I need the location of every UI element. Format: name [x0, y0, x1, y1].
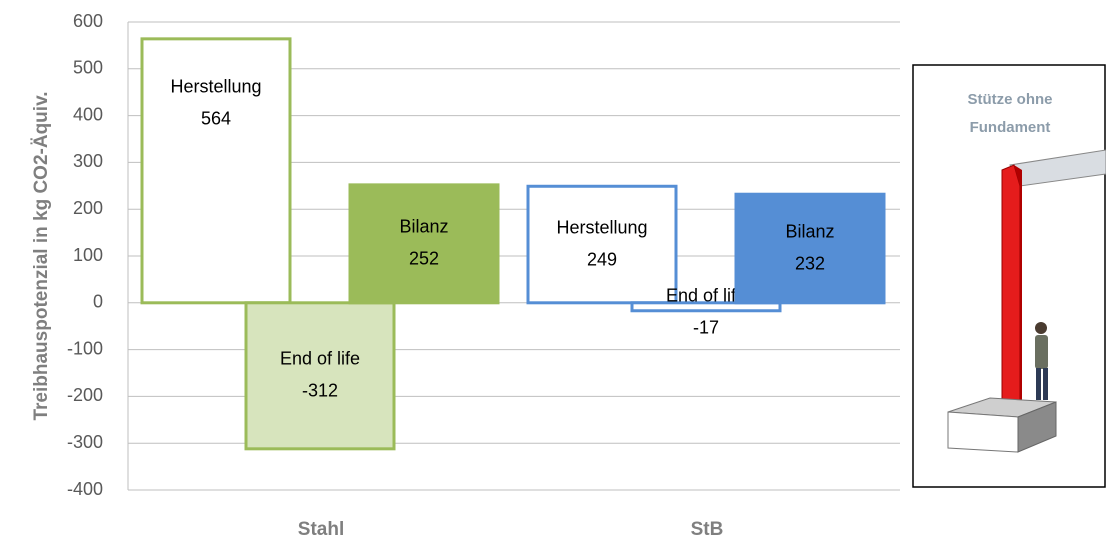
y-tick-label: 200: [73, 198, 103, 218]
data-label: 232: [795, 253, 825, 273]
y-tick-label: -400: [67, 479, 103, 499]
bar: [630, 301, 782, 313]
y-tick-label: 500: [73, 58, 103, 78]
bar: [140, 37, 292, 305]
x-tick-label: Stahl: [298, 519, 344, 540]
y-axis-label: Treibhauspotenzial in kg CO2-Äquiv.: [31, 91, 52, 420]
data-label-name: Bilanz: [785, 221, 834, 241]
data-label: 252: [409, 249, 439, 269]
data-label: 249: [587, 249, 617, 269]
inset-image: Stütze ohne Fundament: [912, 64, 1106, 488]
data-label-name: Herstellung: [170, 77, 261, 97]
bar: [526, 184, 678, 305]
y-tick-label: 300: [73, 151, 103, 171]
y-tick-label: 0: [93, 292, 103, 312]
bar: [734, 192, 886, 305]
data-label-name: Herstellung: [556, 217, 647, 237]
bar: [244, 301, 396, 451]
data-label-name: End of life: [280, 349, 360, 369]
data-label: -312: [302, 381, 338, 401]
y-tick-label: -100: [67, 338, 103, 358]
data-label-name: End of life: [666, 286, 746, 306]
inset-title: Fundament: [970, 119, 1051, 136]
inset-title: Stütze ohne: [968, 91, 1053, 108]
data-label: 564: [201, 109, 231, 129]
data-label-name: Bilanz: [399, 217, 448, 237]
y-tick-label: 600: [73, 11, 103, 31]
x-tick-label: StB: [691, 519, 724, 540]
y-tick-label: 400: [73, 104, 103, 124]
data-label: -17: [693, 318, 719, 338]
bar: [348, 183, 500, 305]
y-tick-label: 100: [73, 245, 103, 265]
y-tick-label: -200: [67, 385, 103, 405]
y-tick-label: -300: [67, 432, 103, 452]
